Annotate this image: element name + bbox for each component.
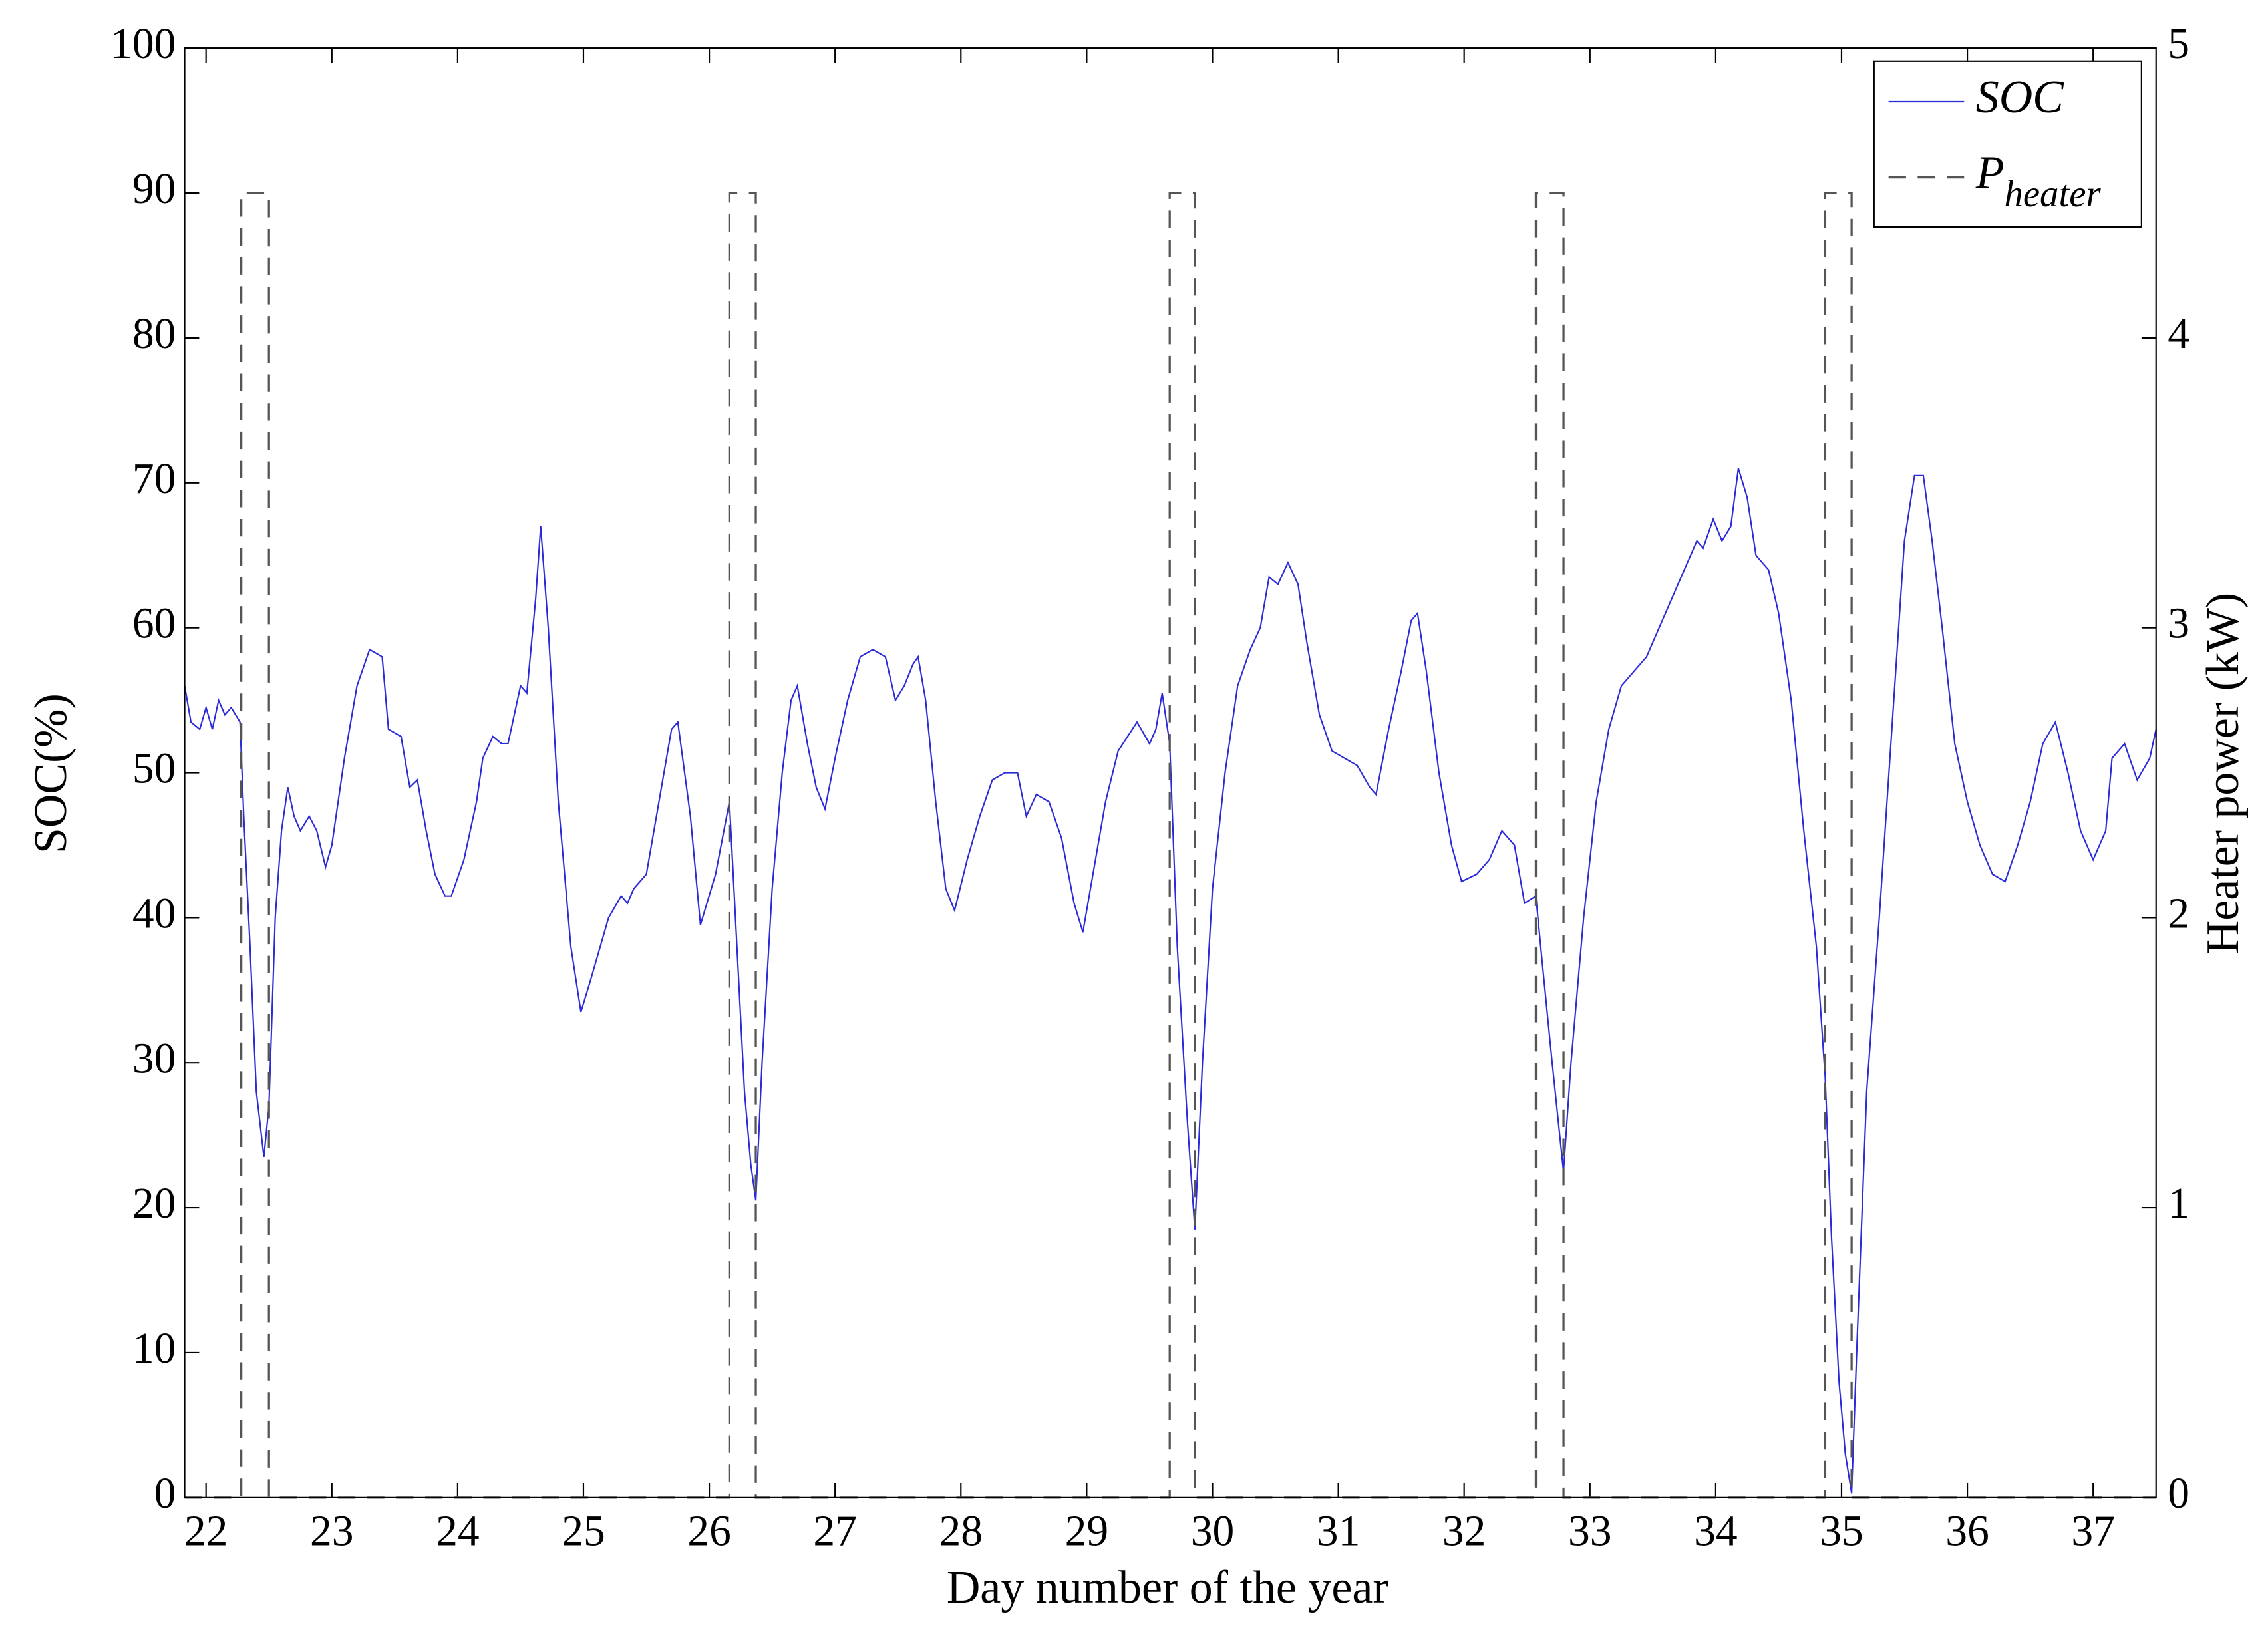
x-tick-label: 25 [562,1508,605,1556]
legend-label-main: SOC [1976,72,2064,123]
legend-label: SOC [1976,72,2064,123]
x-tick-label: 35 [1820,1508,1863,1556]
legend-box [1873,60,2142,228]
x-tick-label: 29 [1065,1508,1109,1556]
y-tick-label: 10 [132,1325,176,1373]
x-tick-label: 26 [687,1508,731,1556]
y-tick-label: 70 [132,455,176,503]
y-tick-label: 90 [132,165,176,213]
series-line [184,192,2156,1499]
x-tick-label: 30 [1191,1508,1235,1556]
x-tick-label: 36 [1945,1508,1989,1556]
legend-label-main: P [1975,148,2005,199]
x-tick-label: 27 [813,1508,857,1556]
x-tick-label: 33 [1568,1508,1612,1556]
y-axis-label: SOC(%) [25,693,77,854]
y-tick-label: 40 [132,890,176,937]
x-tick-label: 32 [1442,1508,1486,1556]
x-tick-label: 22 [184,1508,228,1556]
x-axis-label: Day number of the year [947,1562,1388,1613]
x-tick-label: 28 [939,1508,983,1556]
x-tick-label: 34 [1694,1508,1738,1556]
x-tick-label: 37 [2071,1508,2115,1556]
y-tick-label: 20 [132,1180,176,1228]
y-tick-label: 60 [132,600,176,648]
y-tick-label: 50 [132,745,176,793]
y-tick-label: 30 [132,1035,176,1082]
y2-tick-label: 1 [2168,1180,2189,1228]
y2-tick-label: 3 [2168,600,2189,648]
legend-label: Pheater [1975,148,2102,216]
series-line [184,468,2157,1494]
legend-label-sub: heater [2004,173,2101,215]
y-tick-label: 100 [110,20,176,68]
y2-tick-label: 5 [2168,20,2189,68]
y-tick-label: 0 [154,1470,176,1518]
y2-tick-label: 2 [2168,890,2189,937]
x-tick-label: 31 [1317,1508,1361,1556]
y2-tick-label: 4 [2168,310,2189,358]
y-tick-label: 80 [132,310,176,358]
x-tick-label: 23 [310,1508,354,1556]
y2-tick-label: 0 [2168,1470,2189,1518]
y2-axis-label: Heater power (kW) [2197,593,2249,954]
plot-frame [184,47,2157,1498]
x-tick-label: 24 [436,1508,480,1556]
